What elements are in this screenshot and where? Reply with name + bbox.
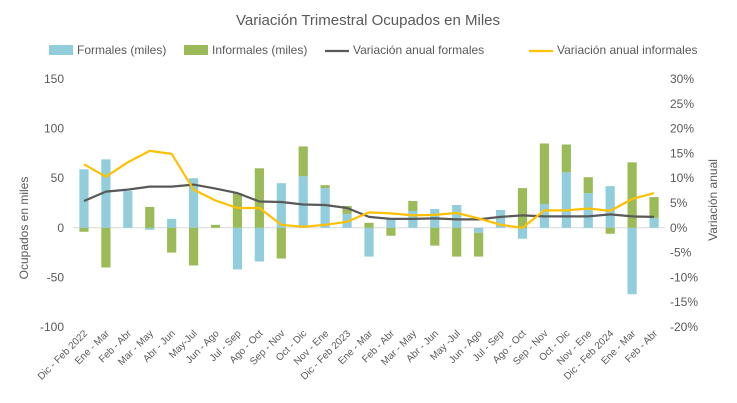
bar: [298, 146, 308, 177]
bar: [79, 169, 89, 228]
legend-swatch: [184, 45, 208, 55]
y2-tick-label: 5%: [670, 196, 688, 210]
y2-tick-label: -15%: [670, 295, 698, 309]
series-line: [83, 149, 655, 229]
legend-label: Formales (miles): [77, 43, 166, 57]
bar: [364, 222, 374, 228]
bar: [342, 205, 352, 214]
bar: [627, 162, 637, 228]
bar: [517, 227, 528, 239]
y2-tick-label: 20%: [670, 122, 694, 136]
y2-tick-label: 25%: [670, 97, 694, 111]
bar: [430, 227, 440, 246]
bar: [188, 178, 199, 228]
y2-tick-label: -5%: [670, 246, 692, 260]
bar: [627, 227, 637, 295]
y2-axis-title: Variación anual: [706, 159, 720, 241]
y-axis-ticks: -100 -50 0 50 100 150: [40, 72, 64, 334]
bar: [145, 206, 155, 228]
y2-tick-label: -20%: [670, 320, 698, 334]
y2-tick-label: 0%: [670, 221, 688, 235]
bar: [210, 224, 221, 228]
bar: [276, 227, 286, 259]
bar: [101, 159, 111, 228]
bar: [452, 204, 462, 228]
bar: [123, 191, 133, 228]
bar: [188, 227, 199, 266]
bar: [452, 227, 462, 257]
bar: [167, 218, 177, 228]
bar: [649, 197, 659, 218]
bar: [539, 143, 550, 204]
legend-label: Variación anual informales: [557, 43, 698, 57]
bar: [254, 168, 264, 228]
bar: [364, 227, 374, 257]
y2-tick-label: 30%: [670, 72, 694, 86]
y-tick-label: 150: [44, 72, 64, 86]
bar: [605, 227, 615, 234]
y-tick-label: 100: [44, 122, 64, 136]
bar: [408, 201, 418, 211]
bar: [298, 176, 308, 228]
bar: [605, 186, 615, 228]
bar: [386, 227, 396, 236]
bar: [79, 227, 89, 232]
bar: [649, 217, 659, 228]
bar: [583, 193, 593, 228]
y-tick-label: -50: [47, 270, 65, 284]
bar: [145, 227, 155, 230]
bar: [583, 177, 593, 194]
y-tick-label: -100: [40, 320, 64, 334]
y-tick-label: 0: [57, 221, 64, 235]
bar: [232, 193, 243, 228]
legend-label: Informales (miles): [212, 43, 307, 57]
bar: [254, 227, 264, 262]
y2-tick-label: 10%: [670, 171, 694, 185]
y2-axis-ticks: -20% -15% -10% -5% 0% 5% 10% 15% 20% 25% 30%: [670, 72, 698, 334]
bar: [474, 227, 484, 233]
bar: [517, 188, 528, 228]
line-series: [83, 149, 655, 229]
bar-series: [79, 143, 659, 295]
bar: [101, 227, 111, 268]
bar: [561, 172, 571, 228]
legend: Formales (miles) Informales (miles) Variac…: [49, 43, 698, 57]
chart-title: Variación Trimestral Ocupados en Miles: [236, 12, 500, 29]
series-line: [83, 183, 655, 221]
bar: [232, 227, 243, 270]
bar: [276, 183, 286, 228]
bar: [386, 218, 396, 228]
y2-tick-label: 15%: [670, 146, 694, 160]
bar: [561, 144, 571, 173]
bar: [474, 232, 484, 257]
bar: [495, 209, 506, 228]
bar: [320, 185, 330, 189]
y2-tick-label: -10%: [670, 270, 698, 284]
y-tick-label: 50: [51, 171, 65, 185]
legend-label: Variación anual formales: [353, 43, 484, 57]
legend-swatch: [49, 45, 73, 55]
y-axis-title: Ocupados en miles: [17, 177, 31, 280]
bar: [320, 188, 330, 228]
bar: [167, 227, 177, 253]
